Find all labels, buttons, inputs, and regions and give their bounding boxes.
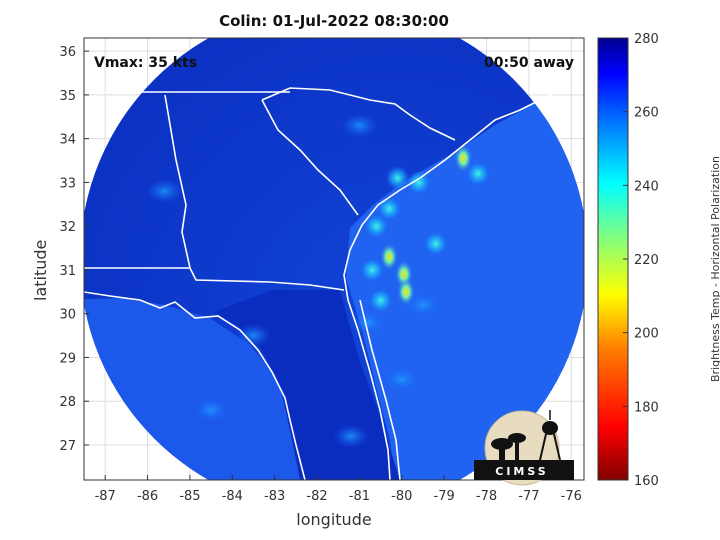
boundary-lines (84, 87, 561, 480)
y-axis-ticks: 36 35 34 33 32 31 30 29 28 27 (59, 45, 89, 454)
x-tick-label: -79 (434, 489, 455, 504)
state-border-ga-fl (189, 267, 345, 291)
brightness-cell (364, 214, 389, 239)
x-tick-label: -78 (476, 489, 497, 504)
x-axis-label: longitude (296, 510, 372, 529)
state-border-ga-sc (261, 99, 359, 216)
brightness-cell (377, 196, 402, 221)
brightness-cell (193, 397, 230, 422)
brightness-cell (332, 424, 369, 449)
brightness-cell (404, 292, 441, 317)
y-tick-label: 34 (59, 133, 76, 148)
brightness-cell (385, 166, 410, 191)
brightness-cell (383, 367, 420, 392)
x-tick-label: -76 (561, 489, 582, 504)
x-tick-label: -81 (349, 489, 370, 504)
brightness-features (146, 113, 491, 449)
colorbar-ticks: 280 260 240 220 200 180 160 (623, 32, 659, 489)
brightness-cell (423, 231, 448, 256)
colorbar-tick-label: 280 (634, 32, 659, 47)
svg-text:CIMSS: CIMSS (495, 465, 548, 478)
state-border-fl-inner (359, 299, 401, 480)
brightness-cell (406, 170, 431, 195)
brightness-cell (380, 242, 399, 271)
cimss-logo: CIMSS (474, 410, 574, 486)
brightness-cell (466, 161, 491, 186)
vmax-annotation: Vmax: 35 kts (94, 55, 197, 71)
y-tick-label: 29 (59, 351, 76, 366)
axes-box (83, 37, 585, 481)
colorbar-tick-label: 160 (634, 474, 659, 489)
x-axis-ticks: -87 -86 -85 -84 -83 -82 -81 -80 -79 -78 -77 -76 (95, 475, 582, 504)
x-tick-label: -77 (518, 489, 539, 504)
x-tick-label: -87 (95, 489, 116, 504)
chart-title: Colin: 01-Jul-2022 08:30:00 (219, 12, 449, 30)
x-tick-label: -85 (179, 489, 200, 504)
state-border-al-ga (164, 94, 191, 269)
x-tick-label: -83 (264, 489, 285, 504)
colorbar-tick-label: 220 (634, 253, 659, 268)
colorbar-tick-label: 200 (634, 327, 659, 342)
x-tick-label: -86 (137, 489, 158, 504)
y-tick-label: 32 (59, 220, 76, 235)
y-tick-label: 35 (59, 89, 76, 104)
x-tick-label: -84 (222, 489, 243, 504)
brightness-cell (349, 310, 386, 335)
y-tick-label: 36 (59, 45, 76, 60)
y-tick-label: 33 (59, 176, 76, 191)
y-tick-label: 28 (59, 395, 76, 410)
colorbar-tick-label: 180 (634, 400, 659, 415)
brightness-cell (454, 144, 473, 173)
colorbar-tick-label: 260 (634, 106, 659, 121)
brightness-cell (235, 323, 272, 348)
coastline (84, 89, 561, 480)
brightness-cell (368, 288, 393, 313)
y-tick-label: 31 (59, 264, 76, 279)
colorbar-tick-label: 240 (634, 179, 659, 194)
brightness-cell (146, 179, 183, 204)
state-border-nc-sc (261, 87, 456, 141)
x-tick-label: -82 (306, 489, 327, 504)
x-tick-label: -80 (391, 489, 412, 504)
brightness-cell (341, 113, 378, 138)
y-tick-label: 30 (59, 308, 76, 323)
y-tick-label: 27 (59, 439, 76, 454)
brightness-cell (360, 257, 385, 282)
time-away-annotation: 00:50 away (484, 55, 574, 71)
